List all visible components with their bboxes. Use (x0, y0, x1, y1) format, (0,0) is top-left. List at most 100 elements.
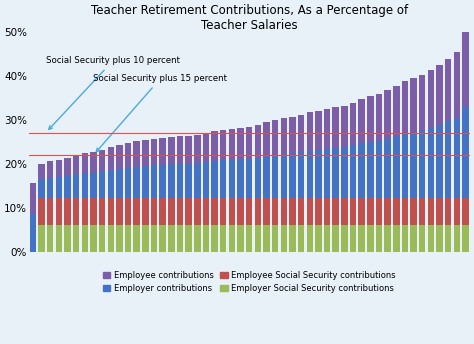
Bar (246, 198, 253, 225)
Bar (454, 198, 460, 225)
Bar (185, 225, 192, 252)
Bar (376, 94, 382, 141)
Bar (177, 136, 183, 163)
Bar (307, 112, 313, 151)
Bar (237, 198, 244, 225)
Bar (384, 198, 391, 225)
Bar (428, 71, 434, 128)
Bar (64, 176, 71, 198)
Bar (90, 173, 97, 198)
Bar (376, 225, 382, 252)
Bar (410, 132, 417, 198)
Bar (367, 198, 374, 225)
Bar (384, 90, 391, 139)
Bar (246, 127, 253, 159)
Bar (367, 225, 374, 252)
Bar (177, 198, 183, 225)
Bar (151, 225, 157, 252)
Bar (194, 163, 201, 198)
Bar (168, 164, 174, 198)
Bar (237, 225, 244, 252)
Bar (134, 198, 140, 225)
Bar (168, 225, 174, 252)
Bar (203, 225, 209, 252)
Bar (134, 167, 140, 198)
Bar (315, 225, 322, 252)
Bar (151, 165, 157, 198)
Bar (134, 225, 140, 252)
Bar (116, 198, 123, 225)
Bar (393, 136, 400, 198)
Bar (38, 179, 45, 198)
Bar (185, 163, 192, 198)
Bar (38, 225, 45, 252)
Bar (393, 86, 400, 136)
Bar (462, 107, 469, 198)
Bar (324, 109, 330, 149)
Text: Social Security plus 10 percent: Social Security plus 10 percent (46, 56, 180, 129)
Bar (228, 198, 235, 225)
Bar (263, 225, 270, 252)
Bar (462, 225, 469, 252)
Bar (462, 198, 469, 225)
Bar (108, 147, 114, 170)
Bar (47, 178, 54, 198)
Bar (263, 122, 270, 156)
Bar (116, 225, 123, 252)
Bar (90, 152, 97, 173)
Bar (55, 177, 62, 198)
Bar (376, 198, 382, 225)
Bar (90, 225, 97, 252)
Bar (159, 198, 166, 225)
Bar (419, 225, 426, 252)
Bar (177, 163, 183, 198)
Bar (263, 198, 270, 225)
Bar (82, 153, 88, 173)
Bar (30, 214, 36, 252)
Bar (99, 225, 105, 252)
Bar (289, 117, 296, 153)
Bar (116, 145, 123, 169)
Bar (151, 198, 157, 225)
Bar (177, 225, 183, 252)
Bar (194, 198, 201, 225)
Bar (142, 225, 149, 252)
Bar (228, 225, 235, 252)
Bar (108, 170, 114, 198)
Bar (315, 150, 322, 198)
Bar (298, 152, 304, 198)
Bar (384, 139, 391, 198)
Bar (108, 198, 114, 225)
Bar (82, 225, 88, 252)
Bar (255, 158, 261, 198)
Bar (358, 143, 365, 198)
Bar (159, 225, 166, 252)
Bar (99, 171, 105, 198)
Bar (419, 75, 426, 130)
Bar (401, 198, 408, 225)
Bar (350, 146, 356, 198)
Bar (315, 198, 322, 225)
Bar (376, 141, 382, 198)
Bar (82, 198, 88, 225)
Bar (99, 198, 105, 225)
Bar (73, 225, 79, 252)
Bar (228, 129, 235, 160)
Bar (246, 225, 253, 252)
Bar (237, 128, 244, 159)
Bar (454, 225, 460, 252)
Bar (272, 198, 278, 225)
Bar (185, 198, 192, 225)
Bar (428, 128, 434, 198)
Bar (332, 225, 339, 252)
Bar (125, 198, 131, 225)
Bar (445, 198, 451, 225)
Bar (142, 166, 149, 198)
Bar (47, 198, 54, 225)
Bar (428, 225, 434, 252)
Bar (272, 155, 278, 198)
Bar (410, 78, 417, 132)
Bar (332, 198, 339, 225)
Bar (289, 198, 296, 225)
Bar (47, 225, 54, 252)
